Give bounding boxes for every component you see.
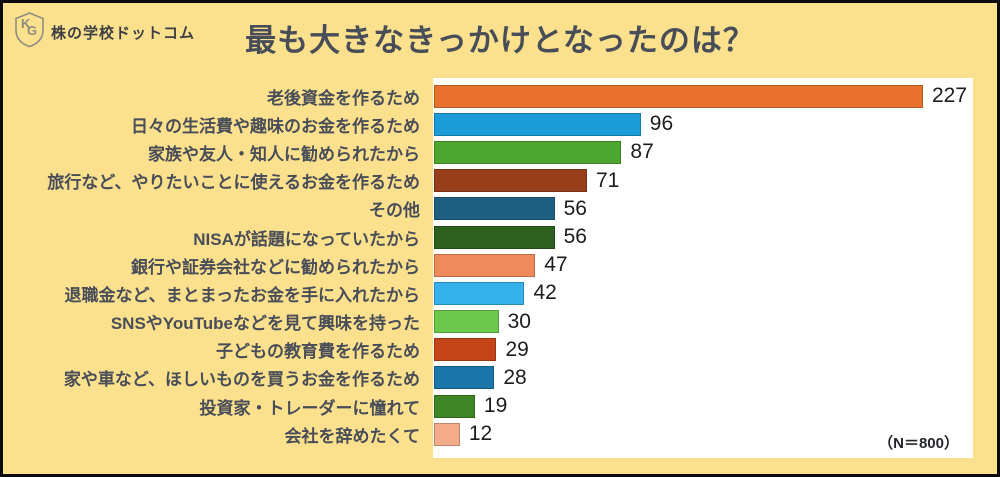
chart-row: SNSやYouTubeなどを見て興味を持った 30 [3,308,997,336]
chart-row: 旅行など、やりたいことに使えるお金を作るため 71 [3,167,997,195]
bar-value-label: 28 [503,365,527,389]
bar [434,281,525,305]
bar-cell: 47 [428,253,997,277]
bar-cell: 227 [428,84,997,108]
category-label: 老後資金を作るため [267,88,420,108]
chart-row: 老後資金を作るため 227 [3,82,997,110]
category-label: 旅行など、やりたいことに使えるお金を作るため [47,173,420,193]
chart-row: 家族や友人・知人に勧められたから 87 [3,138,997,166]
svg-text:K: K [21,16,31,31]
category-label: NISAが話題になっていたから [193,229,420,249]
chart-row: 家や車など、ほしいものを買うお金を作るため 28 [3,364,997,392]
bar-value-label: 87 [630,140,654,164]
brand-name: 株の学校ドットコム [51,24,196,42]
bar-cell: 19 [428,394,997,418]
bar-cell: 29 [428,337,997,362]
bar-value-label: 30 [507,309,531,333]
category-label: その他 [369,201,420,221]
bar [434,84,923,108]
bar-value-label: 47 [544,253,568,277]
category-label: 投資家・トレーダーに憧れて [199,398,421,418]
bar [434,253,536,277]
bar [434,140,622,164]
chart-row: 銀行や証券会社などに勧められたから 47 [3,251,997,279]
bar-cell: 56 [428,225,997,249]
bar-value-label: 227 [932,84,968,108]
bar-value-label: 42 [533,281,557,305]
bar-cell: 28 [428,365,997,390]
category-label: 家族や友人・知人に勧められたから [148,144,420,164]
bar [434,366,495,390]
bar-cell: 87 [428,140,997,164]
category-label: 家や車など、ほしいものを買うお金を作るため [63,370,420,390]
chart-row: 退職金など、まとまったお金を手に入れたから 42 [3,279,997,307]
category-label: 子どもの教育費を作るため [216,342,420,362]
chart-row: 投資家・トレーダーに憧れて 19 [3,392,997,420]
bar [434,338,497,362]
bar-cell: 42 [428,281,997,305]
category-label: 日々の生活費や趣味のお金を作るため [131,116,420,136]
bar-value-label: 29 [505,337,529,361]
bar-chart: 老後資金を作るため 227 日々の生活費や趣味のお金を作るため 96 家族や友人・知人に… [3,82,997,448]
chart-row: 子どもの教育費を作るため 29 [3,336,997,364]
brand-logo: K G 株の学校ドットコム [13,11,195,53]
sample-size-note: （N＝800） [878,435,959,452]
bar [434,225,555,249]
chart-row: 日々の生活費や趣味のお金を作るため 96 [3,110,997,138]
bar-value-label: 19 [483,394,508,418]
bar-cell: 12 [428,422,997,446]
bar-value-label: 56 [563,225,587,249]
bar [434,422,460,446]
category-label: 銀行や証券会社などに勧められたから [131,257,420,277]
svg-text:G: G [27,23,37,38]
category-label: SNSやYouTubeなどを見て興味を持った [110,314,420,334]
bar [434,394,475,418]
bar-cell: 96 [428,112,997,136]
bar-cell: 71 [428,168,997,193]
bar-value-label: 71 [595,168,620,192]
bar [434,112,641,136]
bar-cell: 56 [428,196,997,221]
chart-row: NISAが話題になっていたから 56 [3,223,997,251]
bar-cell: 30 [428,309,997,334]
category-label: 退職金など、まとまったお金を手に入れたから [64,285,420,305]
bar-value-label: 12 [468,422,493,446]
chart-row: その他 56 [3,195,997,223]
bar [434,197,555,221]
chart-row: 会社を辞めたくて 12 [3,420,997,448]
bar [434,310,499,334]
bar [434,169,587,193]
page-title: 最も大きなきっかけとなったのは？ [245,23,755,58]
bar-value-label: 96 [649,112,674,136]
bar-value-label: 56 [563,196,587,220]
shield-logo-icon: K G [13,11,46,53]
category-label: 会社を辞めたくて [284,426,421,446]
